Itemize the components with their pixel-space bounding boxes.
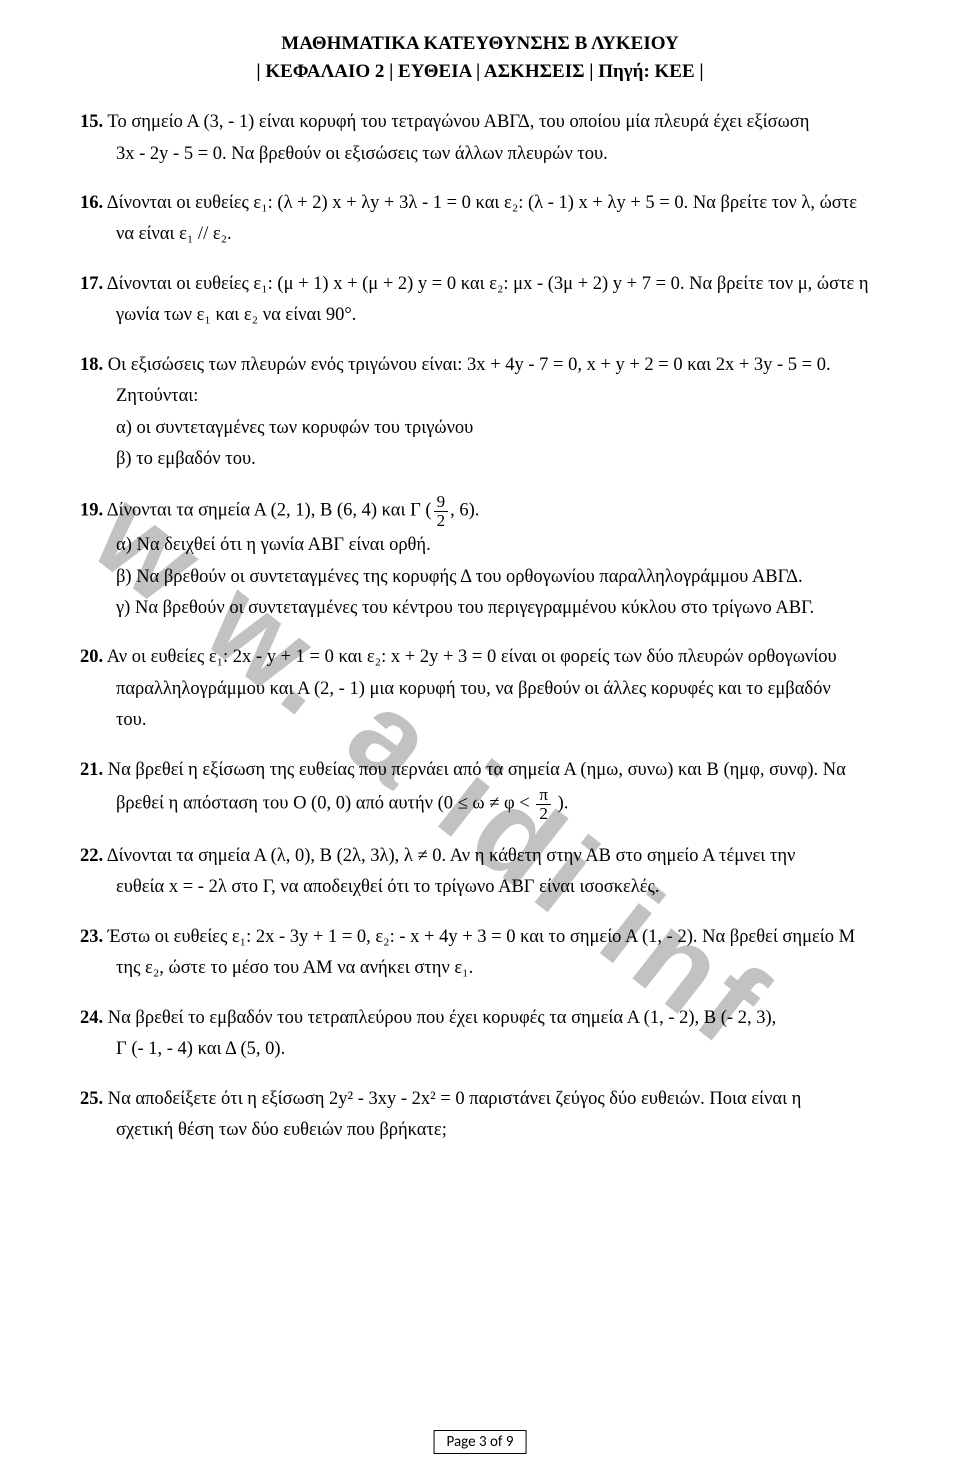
exercise-sub-c: γ) Να βρεθούν οι συντεταγμένες του κέντρ… <box>116 593 880 624</box>
exercise-text: ευθεία x = - 2λ στο Γ, να αποδειχθεί ότι… <box>116 872 880 903</box>
exercise-text: της ε₂, ώστε το μέσο του ΑΜ να ανήκει στ… <box>116 953 880 984</box>
exercise-text: , 6). <box>450 501 479 521</box>
exercise-23: 23. Έστω οι ευθείες ε₁: 2x - 3y + 1 = 0,… <box>80 922 880 985</box>
exercise-text: Το σημείο Α (3, - 1) είναι κορυφή του τε… <box>107 112 809 132</box>
exercise-24: 24. Να βρεθεί το εμβαδόν του τετραπλεύρο… <box>80 1003 880 1066</box>
exercise-sub-a: α) Να δειχθεί ότι η γωνία ΑΒΓ είναι ορθή… <box>116 530 880 561</box>
exercise-sub-b: β) το εμβαδόν του. <box>116 444 880 475</box>
exercise-text: Δίνονται οι ευθείες ε₁: (λ + 2) x + λy +… <box>107 193 857 213</box>
exercise-text: Αν οι ευθείες ε₁: 2x - y + 1 = 0 και ε₂:… <box>107 647 837 667</box>
exercise-text: του. <box>116 705 880 736</box>
exercise-text-part: ). <box>553 794 568 814</box>
exercise-number: 20. <box>80 647 103 667</box>
exercise-number: 18. <box>80 355 103 375</box>
exercise-number: 16. <box>80 193 103 213</box>
fraction: π2 <box>536 786 551 823</box>
exercise-sub-b: β) Να βρεθούν οι συντεταγμένες της κορυφ… <box>116 562 880 593</box>
header-line-2: | ΚΕΦΑΛΑΙΟ 2 | ΕΥΘΕΙΑ | ΑΣΚΗΣΕΙΣ | Πηγή:… <box>80 58 880 86</box>
exercise-number: 21. <box>80 760 103 780</box>
exercise-number: 15. <box>80 112 103 132</box>
exercise-number: 23. <box>80 927 103 947</box>
exercise-text: Έστω οι ευθείες ε₁: 2x - 3y + 1 = 0, ε₂:… <box>108 927 855 947</box>
exercise-text: Γ (- 1, - 4) και Δ (5, 0). <box>116 1034 880 1065</box>
exercise-22: 22. Δίνονται τα σημεία Α (λ, 0), Β (2λ, … <box>80 841 880 904</box>
exercise-number: 24. <box>80 1008 103 1028</box>
exercise-number: 19. <box>80 501 103 521</box>
exercise-text: Να βρεθεί η εξίσωση της ευθείας που περν… <box>108 760 846 780</box>
exercise-text: Δίνονται οι ευθείες ε₁: (μ + 1) x + (μ +… <box>107 274 869 294</box>
fraction-denominator: 2 <box>434 512 449 530</box>
exercise-25: 25. Να αποδείξετε ότι η εξίσωση 2y² - 3x… <box>80 1084 880 1147</box>
exercise-text-part: βρεθεί η απόσταση του Ο (0, 0) από αυτήν… <box>116 794 534 814</box>
fraction: 92 <box>434 493 449 530</box>
exercise-text: Ζητούνται: <box>116 381 880 412</box>
exercise-19: 19. Δίνονται τα σημεία Α (2, 1), Β (6, 4… <box>80 493 880 624</box>
exercise-text: σχετική θέση των δύο ευθειών που βρήκατε… <box>116 1115 880 1146</box>
fraction-denominator: 2 <box>536 805 551 823</box>
exercise-text: Δίνονται τα σημεία Α (2, 1), Β (6, 4) κα… <box>107 501 432 521</box>
exercise-text: να είναι ε₁ // ε₂. <box>116 219 880 250</box>
exercise-18: 18. Οι εξισώσεις των πλευρών ενός τριγών… <box>80 350 880 476</box>
exercise-number: 25. <box>80 1089 103 1109</box>
fraction-numerator: π <box>536 786 551 805</box>
exercise-15: 15. Το σημείο Α (3, - 1) είναι κορυφή το… <box>80 107 880 170</box>
exercise-text: 3x - 2y - 5 = 0. Να βρεθούν οι εξισώσεις… <box>116 139 880 170</box>
exercise-text: Να βρεθεί το εμβαδόν του τετραπλεύρου πο… <box>108 1008 776 1028</box>
exercise-17: 17. Δίνονται οι ευθείες ε₁: (μ + 1) x + … <box>80 269 880 332</box>
exercise-number: 17. <box>80 274 103 294</box>
exercise-21: 21. Να βρεθεί η εξίσωση της ευθείας που … <box>80 755 880 823</box>
exercise-number: 22. <box>80 846 103 866</box>
exercise-list: 15. Το σημείο Α (3, - 1) είναι κορυφή το… <box>80 107 880 1146</box>
exercise-text: παραλληλογράμμου και Α (2, - 1) μια κορυ… <box>116 674 880 705</box>
page-header: ΜΑΘΗΜΑΤΙΚΑ ΚΑΤΕΥΘΥΝΣΗΣ Β ΛΥΚΕΙΟΥ | ΚΕΦΑΛ… <box>80 30 880 85</box>
exercise-text: γωνία των ε₁ και ε₂ να είναι 90°. <box>116 300 880 331</box>
exercise-text: βρεθεί η απόσταση του Ο (0, 0) από αυτήν… <box>116 786 880 823</box>
exercise-text: Οι εξισώσεις των πλευρών ενός τριγώνου ε… <box>108 355 831 375</box>
fraction-numerator: 9 <box>434 493 449 512</box>
exercise-sub-a: α) οι συντεταγμένες των κορυφών του τριγ… <box>116 413 880 444</box>
exercise-text: Δίνονται τα σημεία Α (λ, 0), Β (2λ, 3λ),… <box>107 846 796 866</box>
page-footer: Page 3 of 9 <box>434 1430 527 1454</box>
exercise-20: 20. Αν οι ευθείες ε₁: 2x - y + 1 = 0 και… <box>80 642 880 736</box>
header-line-1: ΜΑΘΗΜΑΤΙΚΑ ΚΑΤΕΥΘΥΝΣΗΣ Β ΛΥΚΕΙΟΥ <box>80 30 880 58</box>
exercise-text: Να αποδείξετε ότι η εξίσωση 2y² - 3xy - … <box>108 1089 802 1109</box>
exercise-16: 16. Δίνονται οι ευθείες ε₁: (λ + 2) x + … <box>80 188 880 251</box>
